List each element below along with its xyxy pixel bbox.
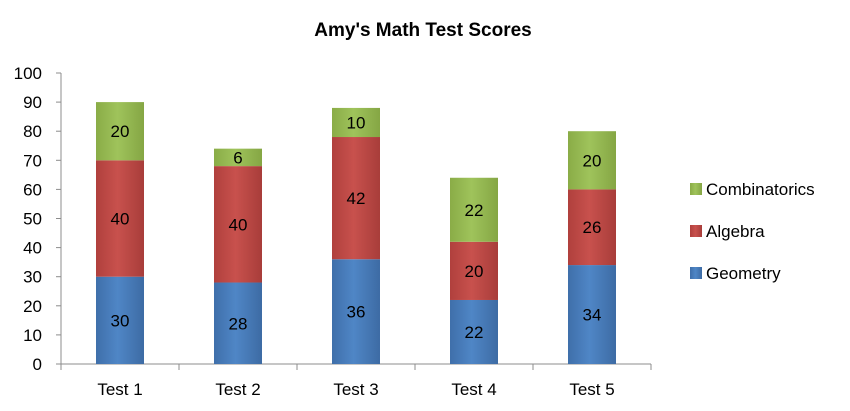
legend-swatch-geometry bbox=[690, 267, 702, 279]
y-tick-label: 60 bbox=[23, 180, 42, 199]
bar-algebra-4 bbox=[450, 241, 498, 300]
y-tick-label: 20 bbox=[23, 297, 42, 316]
legend: Combinatorics Algebra Geometry bbox=[690, 180, 815, 283]
data-label: 20 bbox=[111, 122, 130, 141]
plot-area: 0 10 20 30 40 50 60 70 80 90 100 30 40 20 Test 1 28 40 6 T… bbox=[14, 64, 652, 399]
y-tick-label: 70 bbox=[23, 151, 42, 170]
y-tick-label: 30 bbox=[23, 268, 42, 287]
y-tick-label: 50 bbox=[23, 210, 42, 229]
bar-geometry-2 bbox=[214, 282, 262, 364]
x-tick-label: Test 1 bbox=[97, 380, 142, 399]
data-label: 34 bbox=[583, 306, 602, 325]
x-tick-label: Test 3 bbox=[333, 380, 378, 399]
y-tick-label: 40 bbox=[23, 239, 42, 258]
legend-label-algebra: Algebra bbox=[706, 222, 765, 241]
y-tick-label: 100 bbox=[14, 64, 42, 83]
chart-title: Amy's Math Test Scores bbox=[314, 20, 531, 41]
bar-algebra-1 bbox=[96, 160, 144, 277]
x-tick-label: Test 2 bbox=[215, 380, 260, 399]
bar-combinatorics-3 bbox=[332, 107, 380, 138]
y-tick-label: 90 bbox=[23, 93, 42, 112]
data-label: 28 bbox=[229, 314, 248, 333]
legend-label-combinatorics: Combinatorics bbox=[706, 180, 815, 199]
data-label: 22 bbox=[465, 201, 484, 220]
bar-combinatorics-5 bbox=[568, 131, 616, 190]
data-label: 40 bbox=[229, 215, 248, 234]
y-tick-label: 0 bbox=[33, 355, 42, 374]
legend-swatch-combinatorics bbox=[690, 183, 702, 195]
data-label: 26 bbox=[583, 218, 602, 237]
bar-geometry-1 bbox=[96, 276, 144, 364]
bar-algebra-5 bbox=[568, 189, 616, 266]
bar-combinatorics-2 bbox=[214, 148, 262, 167]
y-tick-label: 10 bbox=[23, 326, 42, 345]
data-label: 20 bbox=[465, 262, 484, 281]
x-tick-label: Test 5 bbox=[569, 380, 614, 399]
data-label: 6 bbox=[233, 148, 242, 167]
data-label: 30 bbox=[111, 311, 130, 330]
bar-algebra-2 bbox=[214, 166, 262, 283]
data-label: 40 bbox=[111, 210, 130, 229]
bar-combinatorics-4 bbox=[450, 177, 498, 242]
bar-geometry-5 bbox=[568, 265, 616, 364]
legend-label-geometry: Geometry bbox=[706, 264, 781, 283]
bar-geometry-4 bbox=[450, 299, 498, 364]
y-tick-label: 80 bbox=[23, 122, 42, 141]
data-label: 36 bbox=[347, 303, 366, 322]
bar-combinatorics-1 bbox=[96, 102, 144, 161]
data-label: 42 bbox=[347, 189, 366, 208]
data-label: 22 bbox=[465, 323, 484, 342]
bar-geometry-3 bbox=[332, 259, 380, 364]
data-label: 10 bbox=[347, 113, 366, 132]
bar-algebra-3 bbox=[332, 137, 380, 260]
legend-swatch-algebra bbox=[690, 225, 702, 237]
x-tick-label: Test 4 bbox=[451, 380, 496, 399]
data-label: 20 bbox=[583, 151, 602, 170]
